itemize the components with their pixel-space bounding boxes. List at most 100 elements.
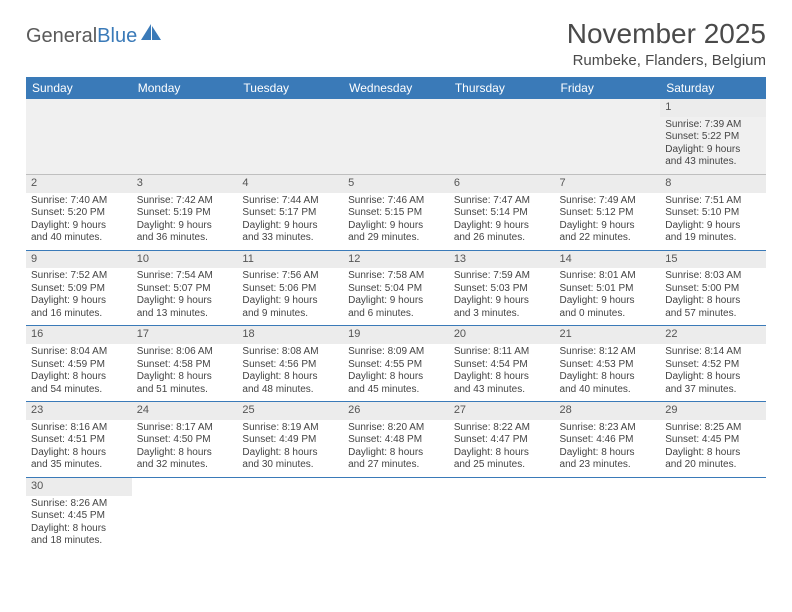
day-detail-line: Sunset: 5:06 PM	[242, 283, 338, 296]
day-detail-line: Sunset: 4:47 PM	[454, 434, 550, 447]
day-detail-line: Sunrise: 8:20 AM	[348, 422, 444, 435]
calendar-day-cell: 13Sunrise: 7:59 AMSunset: 5:03 PMDayligh…	[449, 250, 555, 326]
day-number: 21	[555, 326, 661, 344]
calendar-day-cell: 4Sunrise: 7:44 AMSunset: 5:17 PMDaylight…	[237, 174, 343, 250]
day-header: Thursday	[449, 77, 555, 99]
day-detail-line: Sunrise: 7:52 AM	[31, 270, 127, 283]
day-detail-line: Sunset: 5:19 PM	[137, 207, 233, 220]
day-header: Sunday	[26, 77, 132, 99]
calendar-day-cell: 27Sunrise: 8:22 AMSunset: 4:47 PMDayligh…	[449, 402, 555, 478]
calendar-day-cell: 25Sunrise: 8:19 AMSunset: 4:49 PMDayligh…	[237, 402, 343, 478]
day-detail-line: Daylight: 9 hours	[454, 295, 550, 308]
day-detail-line: Daylight: 9 hours	[31, 295, 127, 308]
day-detail-line: Sunset: 4:53 PM	[560, 359, 656, 372]
calendar-day-cell: 22Sunrise: 8:14 AMSunset: 4:52 PMDayligh…	[660, 326, 766, 402]
day-detail-line: Sunrise: 8:25 AM	[665, 422, 761, 435]
calendar-day-cell: 28Sunrise: 8:23 AMSunset: 4:46 PMDayligh…	[555, 402, 661, 478]
day-detail-line: and 35 minutes.	[31, 459, 127, 472]
day-number: 14	[555, 251, 661, 269]
day-detail-line: Sunrise: 8:14 AM	[665, 346, 761, 359]
calendar-day-cell	[555, 99, 661, 174]
day-detail-line: Sunrise: 8:04 AM	[31, 346, 127, 359]
day-detail-line: Daylight: 9 hours	[242, 295, 338, 308]
day-detail-line: and 19 minutes.	[665, 232, 761, 245]
day-number: 10	[132, 251, 238, 269]
day-number: 12	[343, 251, 449, 269]
day-detail-line: Sunset: 4:45 PM	[665, 434, 761, 447]
calendar-day-cell	[449, 477, 555, 552]
day-header: Monday	[132, 77, 238, 99]
day-detail-line: Daylight: 8 hours	[348, 371, 444, 384]
month-title: November 2025	[567, 18, 766, 50]
day-detail-line: Sunset: 4:56 PM	[242, 359, 338, 372]
calendar-day-cell: 14Sunrise: 8:01 AMSunset: 5:01 PMDayligh…	[555, 250, 661, 326]
day-detail-line: Daylight: 9 hours	[348, 220, 444, 233]
day-detail-line: Sunrise: 7:44 AM	[242, 195, 338, 208]
calendar-week-row: 9Sunrise: 7:52 AMSunset: 5:09 PMDaylight…	[26, 250, 766, 326]
calendar-day-cell	[237, 99, 343, 174]
day-detail-line: Daylight: 8 hours	[454, 371, 550, 384]
day-detail-line: Daylight: 8 hours	[665, 371, 761, 384]
day-number: 2	[26, 175, 132, 193]
calendar-day-cell	[449, 99, 555, 174]
day-detail-line: Sunrise: 8:03 AM	[665, 270, 761, 283]
day-number: 24	[132, 402, 238, 420]
calendar-day-cell: 29Sunrise: 8:25 AMSunset: 4:45 PMDayligh…	[660, 402, 766, 478]
day-detail-line: Sunset: 4:54 PM	[454, 359, 550, 372]
day-detail-line: Daylight: 8 hours	[31, 371, 127, 384]
calendar-day-cell	[26, 99, 132, 174]
day-detail-line: Sunset: 4:45 PM	[31, 510, 127, 523]
day-detail-line: and 54 minutes.	[31, 384, 127, 397]
day-number: 23	[26, 402, 132, 420]
day-detail-line: and 20 minutes.	[665, 459, 761, 472]
calendar-day-cell	[555, 477, 661, 552]
day-number: 7	[555, 175, 661, 193]
day-detail-line: Sunrise: 7:59 AM	[454, 270, 550, 283]
day-detail-line: and 36 minutes.	[137, 232, 233, 245]
day-detail-line: Sunrise: 8:17 AM	[137, 422, 233, 435]
logo-sail-icon	[141, 24, 163, 48]
day-detail-line: Sunrise: 8:26 AM	[31, 498, 127, 511]
calendar-day-cell: 10Sunrise: 7:54 AMSunset: 5:07 PMDayligh…	[132, 250, 238, 326]
logo-text-gray: General	[26, 25, 97, 48]
day-detail-line: Daylight: 9 hours	[560, 295, 656, 308]
day-detail-line: Sunrise: 7:49 AM	[560, 195, 656, 208]
calendar-day-cell: 24Sunrise: 8:17 AMSunset: 4:50 PMDayligh…	[132, 402, 238, 478]
day-detail-line: Sunset: 4:46 PM	[560, 434, 656, 447]
day-detail-line: Daylight: 8 hours	[454, 447, 550, 460]
day-detail-line: and 29 minutes.	[348, 232, 444, 245]
day-detail-line: Daylight: 9 hours	[348, 295, 444, 308]
calendar-day-cell: 20Sunrise: 8:11 AMSunset: 4:54 PMDayligh…	[449, 326, 555, 402]
day-number: 25	[237, 402, 343, 420]
calendar-day-cell	[132, 99, 238, 174]
calendar-day-cell: 9Sunrise: 7:52 AMSunset: 5:09 PMDaylight…	[26, 250, 132, 326]
calendar-day-cell: 23Sunrise: 8:16 AMSunset: 4:51 PMDayligh…	[26, 402, 132, 478]
calendar-week-row: 16Sunrise: 8:04 AMSunset: 4:59 PMDayligh…	[26, 326, 766, 402]
day-number: 22	[660, 326, 766, 344]
calendar-day-cell	[237, 477, 343, 552]
day-detail-line: Sunset: 5:14 PM	[454, 207, 550, 220]
calendar-day-cell: 18Sunrise: 8:08 AMSunset: 4:56 PMDayligh…	[237, 326, 343, 402]
day-detail-line: Sunset: 5:01 PM	[560, 283, 656, 296]
calendar-week-row: 1Sunrise: 7:39 AMSunset: 5:22 PMDaylight…	[26, 99, 766, 174]
day-detail-line: Sunrise: 8:19 AM	[242, 422, 338, 435]
day-header: Tuesday	[237, 77, 343, 99]
logo-text-blue: Blue	[97, 25, 137, 48]
calendar-day-cell: 21Sunrise: 8:12 AMSunset: 4:53 PMDayligh…	[555, 326, 661, 402]
calendar-week-row: 23Sunrise: 8:16 AMSunset: 4:51 PMDayligh…	[26, 402, 766, 478]
day-detail-line: and 57 minutes.	[665, 308, 761, 321]
day-detail-line: Sunrise: 7:56 AM	[242, 270, 338, 283]
day-detail-line: Sunrise: 8:11 AM	[454, 346, 550, 359]
day-detail-line: Sunset: 4:48 PM	[348, 434, 444, 447]
day-detail-line: Sunrise: 8:22 AM	[454, 422, 550, 435]
day-detail-line: Daylight: 9 hours	[137, 295, 233, 308]
day-detail-line: Sunset: 5:12 PM	[560, 207, 656, 220]
day-detail-line: Daylight: 8 hours	[560, 371, 656, 384]
day-detail-line: and 26 minutes.	[454, 232, 550, 245]
day-header: Wednesday	[343, 77, 449, 99]
calendar-day-cell: 6Sunrise: 7:47 AMSunset: 5:14 PMDaylight…	[449, 174, 555, 250]
day-detail-line: and 0 minutes.	[560, 308, 656, 321]
day-number: 13	[449, 251, 555, 269]
day-detail-line: and 43 minutes.	[454, 384, 550, 397]
day-header-row: Sunday Monday Tuesday Wednesday Thursday…	[26, 77, 766, 99]
